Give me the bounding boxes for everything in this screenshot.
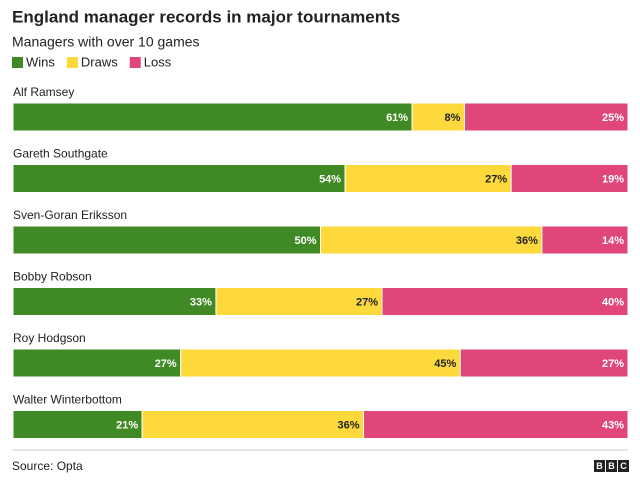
bar-segment bbox=[463, 102, 629, 132]
chart-subtitle: Managers with over 10 games bbox=[12, 34, 200, 50]
logo-letter: C bbox=[620, 461, 627, 471]
bar-segment bbox=[363, 410, 629, 439]
category-label: Alf Ramsey bbox=[13, 85, 74, 99]
bar-segment bbox=[141, 410, 365, 439]
value-label: 40% bbox=[602, 296, 624, 308]
bar-segment bbox=[12, 225, 321, 255]
logo-block bbox=[606, 460, 617, 472]
bar-segment bbox=[215, 287, 383, 316]
bar-segment bbox=[459, 348, 629, 378]
value-label: 43% bbox=[602, 419, 624, 431]
value-label: 21% bbox=[116, 419, 138, 431]
bar-segment bbox=[180, 348, 461, 378]
value-label: 8% bbox=[445, 112, 461, 124]
value-label: 27% bbox=[155, 358, 177, 370]
value-label: 36% bbox=[516, 235, 538, 247]
bar-segment bbox=[12, 410, 143, 439]
value-label: 14% bbox=[602, 235, 624, 247]
legend-swatch bbox=[12, 57, 23, 68]
logo-letter: B bbox=[596, 461, 603, 471]
logo-block bbox=[594, 460, 605, 472]
bar-segment bbox=[381, 287, 629, 316]
legend-label: Wins bbox=[26, 54, 55, 69]
category-label: Gareth Southgate bbox=[13, 147, 108, 161]
legend-swatch bbox=[129, 57, 141, 68]
logo-letter: B bbox=[608, 461, 615, 471]
category-label: Sven-Goran Eriksson bbox=[13, 208, 127, 222]
legend-label: Loss bbox=[144, 54, 172, 69]
value-label: 27% bbox=[356, 296, 378, 308]
logo-block bbox=[618, 460, 629, 472]
bar-segment bbox=[12, 102, 413, 132]
source: Source: Opta bbox=[12, 459, 83, 473]
category-label: Walter Winterbottom bbox=[13, 393, 122, 407]
bar-segment bbox=[344, 164, 512, 193]
value-label: 19% bbox=[602, 173, 624, 185]
bar-segment bbox=[320, 225, 543, 255]
legend-label: Draws bbox=[81, 54, 118, 69]
value-label: 50% bbox=[294, 235, 316, 247]
value-label: 54% bbox=[319, 173, 341, 185]
value-label: 33% bbox=[190, 296, 212, 308]
bar-segment bbox=[541, 225, 629, 255]
category-label: Bobby Robson bbox=[13, 270, 92, 284]
chart-title: England manager records in major tournam… bbox=[12, 7, 400, 26]
category-label: Roy Hodgson bbox=[13, 331, 86, 345]
value-label: 27% bbox=[602, 358, 624, 370]
value-label: 25% bbox=[602, 112, 624, 124]
bar-segment bbox=[12, 164, 346, 193]
bar-segment bbox=[510, 164, 629, 193]
value-label: 45% bbox=[434, 358, 456, 370]
legend-swatch bbox=[66, 57, 78, 68]
bar-segment bbox=[12, 287, 217, 316]
value-label: 27% bbox=[485, 173, 507, 185]
value-label: 36% bbox=[338, 419, 360, 431]
value-label: 61% bbox=[386, 112, 408, 124]
